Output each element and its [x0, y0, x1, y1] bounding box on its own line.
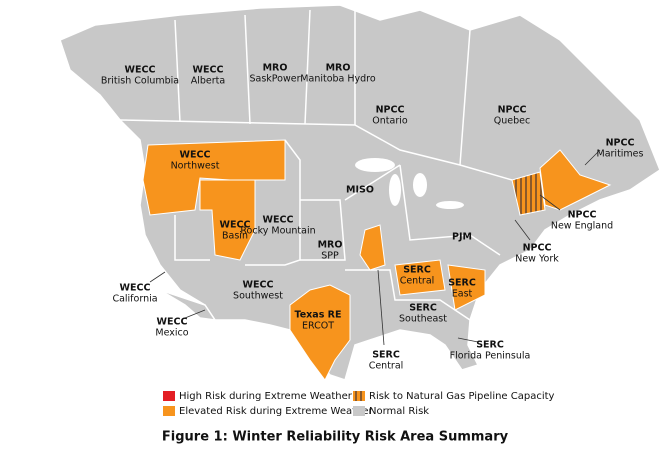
region-name: WECC — [157, 317, 188, 328]
region-sub: SPP — [321, 251, 339, 262]
region-name: MISO — [346, 185, 374, 196]
region-sub: Southwest — [233, 291, 283, 302]
region-sub: Quebec — [494, 116, 530, 127]
leader-line — [377, 269, 385, 346]
region-name: Texas RE — [295, 310, 342, 321]
region-sub: New England — [551, 221, 613, 232]
caption: Figure 1: Winter Reliability Risk Area S… — [162, 430, 509, 445]
region-sub: Northwest — [171, 161, 220, 172]
region-sub: Manitoba Hydro — [300, 74, 376, 85]
region-sub: Maritimes — [597, 149, 644, 160]
region-sub: Ontario — [372, 116, 408, 127]
region-name: MRO — [318, 240, 343, 251]
region-name: WECC — [243, 280, 274, 291]
legend-swatch — [353, 391, 365, 401]
region-sub: Basin — [222, 231, 248, 242]
legend-label: Normal Risk — [369, 406, 429, 417]
leader-line — [457, 337, 479, 343]
borders — [119, 5, 513, 321]
region-sub: Rocky Mountain — [240, 226, 315, 237]
region-name: WECC — [193, 65, 224, 76]
legend-label: Elevated Risk during Extreme Weather — [179, 406, 374, 417]
region-name: NPCC — [523, 243, 552, 254]
legend-swatch — [163, 391, 175, 401]
land — [59, 4, 661, 381]
leader-line — [514, 219, 531, 241]
region-name: NPCC — [498, 105, 527, 116]
region-sub: New York — [515, 254, 559, 265]
region-name: SERC — [372, 350, 400, 361]
leader-line — [184, 309, 206, 319]
region-name: MRO — [263, 63, 288, 74]
region-name: SERC — [403, 265, 431, 276]
region-sub: Alberta — [191, 76, 225, 87]
leader-line — [149, 271, 166, 283]
region-sub: British Columbia — [101, 76, 179, 87]
region-name: NPCC — [606, 138, 635, 149]
region-sub: East — [452, 289, 473, 300]
legend-swatch — [353, 406, 365, 416]
region-name: NPCC — [376, 105, 405, 116]
region-sub: Central — [400, 276, 435, 287]
legend-swatch — [163, 406, 175, 416]
leader-line — [539, 194, 561, 211]
risk-areas — [142, 139, 612, 381]
region-sub: Southeast — [399, 314, 447, 325]
region-name: SERC — [476, 340, 504, 351]
region-name: WECC — [125, 65, 156, 76]
region-name: WECC — [180, 150, 211, 161]
region-sub: ERCOT — [302, 321, 334, 332]
region-name: WECC — [263, 215, 294, 226]
legend-label: High Risk during Extreme Weather — [179, 391, 353, 402]
region-name: WECC — [120, 283, 151, 294]
region-sub: Florida Peninsula — [450, 351, 531, 362]
region-name: WECC — [220, 220, 251, 231]
region-name: NPCC — [568, 210, 597, 221]
lakes — [355, 158, 464, 209]
legend-label: Risk to Natural Gas Pipeline Capacity — [369, 391, 555, 402]
region-name: SERC — [409, 303, 437, 314]
region-sub: Mexico — [155, 328, 188, 339]
legend: High Risk during Extreme Weather Risk to … — [163, 391, 555, 417]
region-name: SERC — [448, 278, 476, 289]
region-sub: Central — [369, 361, 404, 372]
region-name: MRO — [326, 63, 351, 74]
leader-line — [584, 149, 601, 166]
region-sub: SaskPower — [249, 74, 300, 85]
region-sub: California — [112, 294, 157, 305]
region-name: PJM — [452, 232, 472, 243]
